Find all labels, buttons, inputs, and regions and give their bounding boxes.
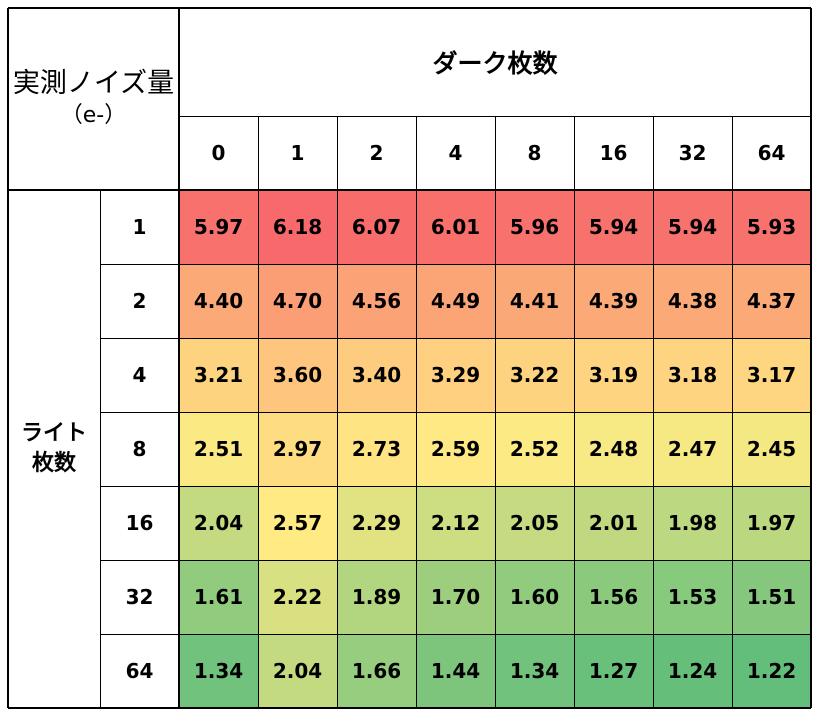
column-header: 1 [290, 141, 305, 165]
heatmap-cell: 6.18 [258, 190, 337, 264]
heatmap-cell: 3.60 [258, 338, 337, 412]
corner-title: 実測ノイズ量 [12, 68, 175, 99]
column-header: 4 [448, 141, 463, 165]
row-header: 64 [125, 659, 154, 683]
heatmap-cell: 3.18 [653, 338, 732, 412]
grid-line-vertical [178, 8, 180, 708]
column-header: 16 [599, 141, 628, 165]
row-header: 2 [132, 289, 147, 313]
heatmap-cell: 2.12 [416, 486, 495, 560]
heatmap-cell: 4.41 [495, 264, 574, 338]
heatmap-cell: 2.45 [732, 412, 811, 486]
heatmap-cell: 4.39 [574, 264, 653, 338]
heatmap-cell: 4.38 [653, 264, 732, 338]
column-header: 2 [369, 141, 384, 165]
heatmap-cell: 1.97 [732, 486, 811, 560]
heatmap-cell: 1.22 [732, 634, 811, 708]
heatmap-cell: 3.40 [337, 338, 416, 412]
heatmap-cell: 1.53 [653, 560, 732, 634]
heatmap-cell: 3.21 [179, 338, 258, 412]
heatmap-cell: 4.56 [337, 264, 416, 338]
grid-line-horizontal [100, 485, 811, 487]
heatmap-cell: 4.70 [258, 264, 337, 338]
heatmap-cell: 2.51 [179, 412, 258, 486]
heatmap-cell: 2.01 [574, 486, 653, 560]
row-header: 16 [125, 511, 154, 535]
heatmap-cell: 2.59 [416, 412, 495, 486]
heatmap-cell: 2.47 [653, 412, 732, 486]
y-axis-title: ライト 枚数 [8, 190, 100, 708]
row-header: 4 [132, 363, 147, 387]
grid-line-horizontal [100, 263, 811, 265]
row-header: 32 [125, 585, 154, 609]
grid-line-horizontal [100, 633, 811, 635]
heatmap-cell: 3.17 [732, 338, 811, 412]
heatmap-cell: 2.52 [495, 412, 574, 486]
grid-line-vertical [99, 190, 101, 708]
heatmap-cell: 1.24 [653, 634, 732, 708]
grid-line-horizontal [8, 707, 811, 709]
column-header: 8 [527, 141, 542, 165]
heatmap-cell: 3.29 [416, 338, 495, 412]
heatmap-cell: 1.34 [179, 634, 258, 708]
row-header: 8 [132, 437, 147, 461]
heatmap-cell: 2.05 [495, 486, 574, 560]
grid-line-vertical [7, 8, 9, 708]
heatmap-cell: 2.57 [258, 486, 337, 560]
heatmap-cell: 1.34 [495, 634, 574, 708]
heatmap-cell: 1.89 [337, 560, 416, 634]
heatmap-cell: 3.22 [495, 338, 574, 412]
heatmap-cell: 5.94 [574, 190, 653, 264]
column-header: 32 [678, 141, 707, 165]
heatmap-cell: 6.01 [416, 190, 495, 264]
heatmap-cell: 2.73 [337, 412, 416, 486]
heatmap-cell: 1.56 [574, 560, 653, 634]
heatmap-cell: 2.22 [258, 560, 337, 634]
column-header: 0 [211, 141, 226, 165]
heatmap-cell: 1.27 [574, 634, 653, 708]
y-axis-title-line: ライト [20, 421, 87, 446]
heatmap-cell: 1.98 [653, 486, 732, 560]
y-axis-title-line: 枚数 [31, 451, 76, 476]
heatmap-cell: 5.97 [179, 190, 258, 264]
heatmap-cell: 1.61 [179, 560, 258, 634]
grid-line-horizontal [8, 7, 811, 9]
heatmap-cell: 2.97 [258, 412, 337, 486]
heatmap-cell: 2.48 [574, 412, 653, 486]
heatmap-cell: 2.04 [179, 486, 258, 560]
heatmap-cell: 1.60 [495, 560, 574, 634]
corner-unit: （e-） [60, 103, 127, 128]
heatmap-cell: 2.29 [337, 486, 416, 560]
heatmap-cell: 1.51 [732, 560, 811, 634]
grid-line-horizontal [100, 559, 811, 561]
heatmap-cell: 5.96 [495, 190, 574, 264]
heatmap-cell: 3.19 [574, 338, 653, 412]
column-header: 64 [757, 141, 786, 165]
x-axis-title: ダーク枚数 [432, 49, 558, 78]
heatmap-cell: 2.04 [258, 634, 337, 708]
heatmap-cell: 1.44 [416, 634, 495, 708]
heatmap-cell: 5.93 [732, 190, 811, 264]
row-header: 1 [132, 215, 147, 239]
heatmap-cell: 6.07 [337, 190, 416, 264]
heatmap-cell: 1.70 [416, 560, 495, 634]
heatmap-cell: 4.37 [732, 264, 811, 338]
heatmap-cell: 4.40 [179, 264, 258, 338]
corner-header: 実測ノイズ量 （e-） [8, 8, 179, 190]
heatmap-cell: 5.94 [653, 190, 732, 264]
grid-line-horizontal [100, 411, 811, 413]
heatmap-cell: 1.66 [337, 634, 416, 708]
grid-line-vertical [810, 8, 812, 708]
grid-line-horizontal [8, 189, 811, 191]
heatmap-cell: 4.49 [416, 264, 495, 338]
grid-line-horizontal [100, 337, 811, 339]
